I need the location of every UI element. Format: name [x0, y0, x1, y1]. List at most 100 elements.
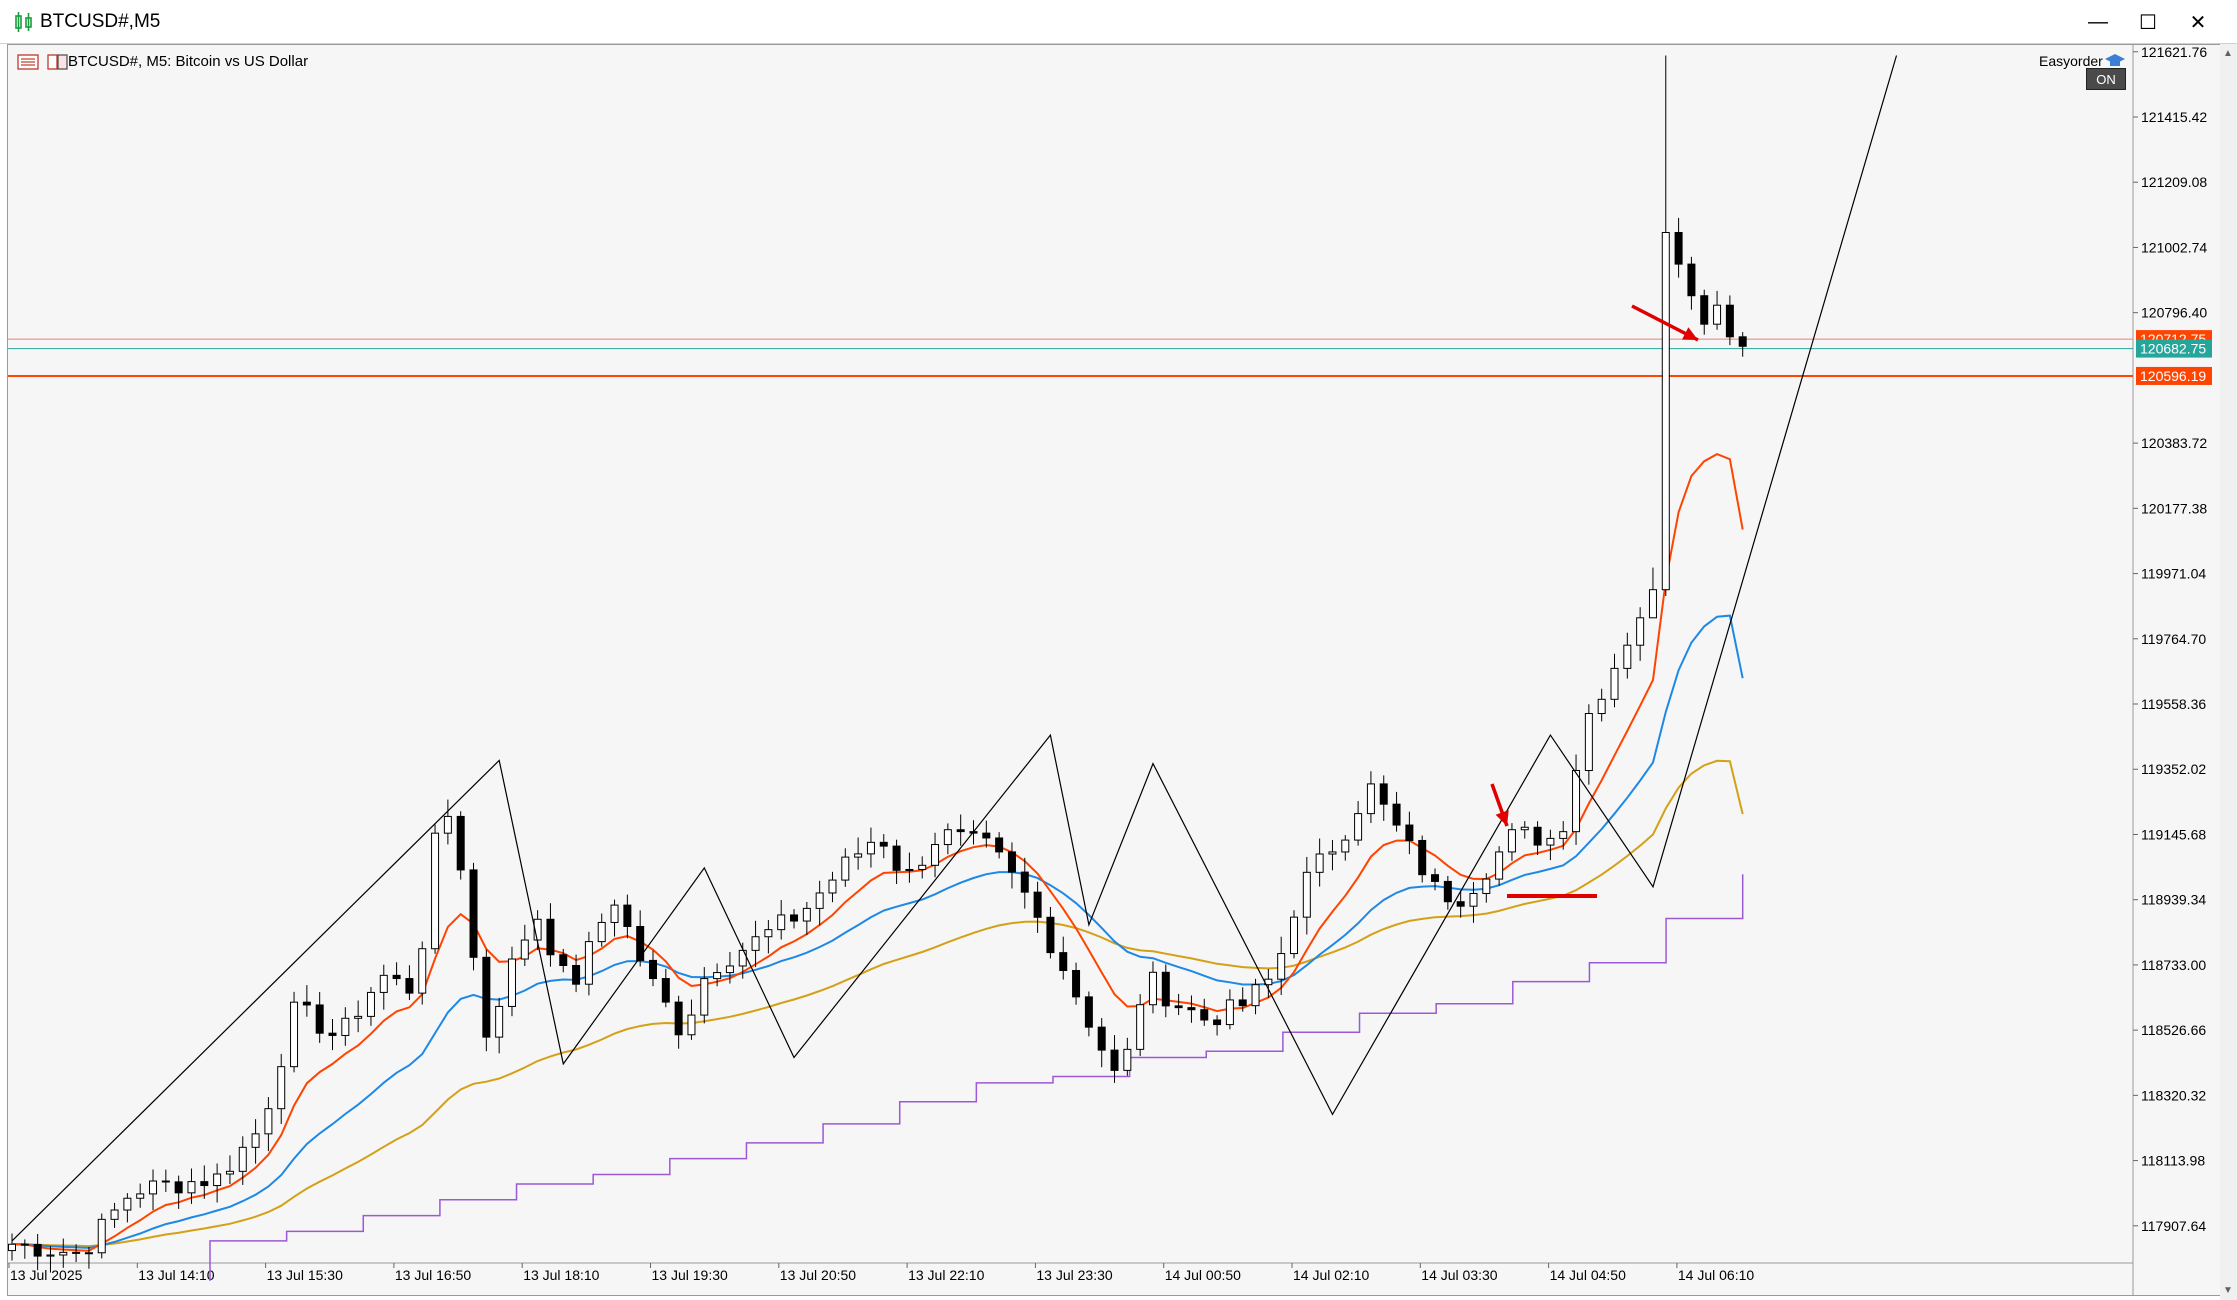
- candle: [456, 811, 465, 880]
- candle: [661, 968, 670, 1008]
- candle: [572, 954, 581, 993]
- scroll-up-icon[interactable]: ▲: [2223, 48, 2233, 59]
- y-tick-label: 119971.04: [2141, 566, 2206, 582]
- graduation-cap-icon[interactable]: [2104, 52, 2126, 70]
- x-tick-label: 13 Jul 22:10: [908, 1267, 984, 1283]
- candle-body: [1495, 851, 1504, 880]
- candle-body: [1136, 1004, 1145, 1050]
- easyorder-label: Easyorder: [2039, 53, 2103, 69]
- candle-body: [1623, 644, 1632, 669]
- candle-body: [46, 1254, 55, 1257]
- candle-body: [200, 1181, 209, 1187]
- candle-body: [1161, 971, 1170, 1007]
- zigzag-line: [11, 55, 1898, 1242]
- candle-body: [854, 853, 863, 858]
- x-tick-label: 13 Jul 18:10: [523, 1267, 599, 1283]
- candle: [1033, 881, 1042, 933]
- candle: [1213, 1015, 1222, 1036]
- x-tick-label: 14 Jul 00:50: [1165, 1267, 1241, 1283]
- candle: [1495, 846, 1504, 886]
- y-tick-label: 120177.38: [2141, 500, 2207, 516]
- candle: [1123, 1037, 1132, 1076]
- minimize-button[interactable]: —: [2088, 10, 2108, 33]
- candle-body: [264, 1108, 273, 1135]
- candle-body: [931, 844, 940, 866]
- candle-body: [956, 829, 965, 833]
- vertical-scrollbar[interactable]: ▲ ▼: [2220, 44, 2237, 1300]
- candle-body: [379, 974, 388, 993]
- scroll-down-icon[interactable]: ▼: [2223, 1285, 2233, 1296]
- candle: [1700, 289, 1709, 335]
- candle: [238, 1136, 247, 1185]
- candle-body: [777, 914, 786, 931]
- depth-of-market-icon[interactable]: [47, 54, 69, 70]
- candle: [110, 1202, 119, 1228]
- candle-body: [1725, 304, 1734, 338]
- candle: [1392, 791, 1401, 832]
- candle-body: [302, 1001, 311, 1006]
- candle: [1431, 868, 1440, 891]
- candle-body: [738, 949, 747, 967]
- candle: [546, 903, 555, 967]
- candle: [1007, 842, 1016, 889]
- arrow-head: [1495, 810, 1509, 826]
- candle-body: [649, 959, 657, 980]
- red-arrow-annotation: [1490, 783, 1509, 827]
- candle-body: [1405, 824, 1414, 841]
- candle-body: [84, 1252, 93, 1255]
- candle-body: [879, 841, 888, 847]
- candle-body: [1007, 851, 1016, 873]
- candle-body: [213, 1173, 222, 1187]
- maximize-button[interactable]: ☐: [2139, 11, 2157, 34]
- candle: [1405, 811, 1414, 855]
- candle-body: [1636, 617, 1645, 646]
- candle-body: [674, 1001, 683, 1036]
- close-button[interactable]: ✕: [2189, 11, 2207, 34]
- easyorder-on-toggle[interactable]: ON: [2086, 68, 2126, 90]
- candle: [1341, 835, 1350, 861]
- candle-body: [341, 1017, 350, 1036]
- candle-body: [33, 1243, 42, 1257]
- x-tick-label: 13 Jul 23:30: [1036, 1267, 1112, 1283]
- candle-body: [1738, 336, 1747, 347]
- candle: [636, 910, 645, 967]
- candle: [1687, 256, 1696, 310]
- candle-body: [469, 869, 478, 958]
- candle: [302, 985, 311, 1017]
- candle: [918, 856, 927, 879]
- candle-body: [238, 1146, 247, 1172]
- candle-body: [1328, 851, 1337, 855]
- candle-body: [110, 1209, 119, 1220]
- y-tick-label: 120796.40: [2141, 305, 2207, 321]
- candle-body: [764, 929, 773, 938]
- ema-mid-line: [11, 614, 1744, 1249]
- candle: [1456, 890, 1465, 918]
- candle-body: [1687, 263, 1696, 297]
- candle: [700, 967, 709, 1024]
- candle-body: [1225, 999, 1234, 1026]
- candle: [1674, 217, 1683, 278]
- candle: [815, 880, 824, 926]
- candle-body: [1572, 770, 1581, 833]
- x-tick-label: 14 Jul 04:50: [1550, 1267, 1626, 1283]
- candle-body: [225, 1170, 234, 1175]
- candle-body: [1033, 891, 1042, 918]
- candle: [1059, 936, 1068, 980]
- candle: [59, 1238, 68, 1268]
- candle-body: [1148, 971, 1157, 1006]
- candle-body: [1713, 304, 1722, 325]
- candle: [879, 834, 888, 859]
- candle-body: [72, 1251, 81, 1254]
- candle: [956, 814, 965, 846]
- x-tick-label: 13 Jul 15:30: [267, 1267, 343, 1283]
- candle: [1482, 873, 1491, 903]
- candle-body: [482, 956, 491, 1038]
- candle: [1366, 771, 1375, 824]
- candle-body: [610, 904, 619, 923]
- object-list-icon[interactable]: [17, 54, 39, 70]
- candle: [1559, 821, 1568, 850]
- window-title: BTCUSD#,M5: [40, 11, 161, 32]
- candle-body: [1443, 880, 1452, 903]
- window-titlebar: BTCUSD#,M5 — ☐ ✕: [0, 0, 2237, 44]
